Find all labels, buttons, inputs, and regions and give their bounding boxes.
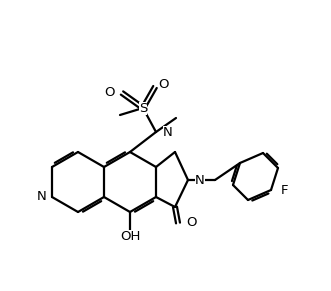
Text: S: S xyxy=(139,102,147,114)
Text: OH: OH xyxy=(120,230,140,242)
Text: N: N xyxy=(195,173,205,187)
Text: O: O xyxy=(105,86,115,100)
Text: N: N xyxy=(36,191,46,203)
Text: N: N xyxy=(163,125,173,139)
Text: O: O xyxy=(158,77,168,91)
Text: F: F xyxy=(281,184,289,196)
Text: O: O xyxy=(186,217,197,230)
